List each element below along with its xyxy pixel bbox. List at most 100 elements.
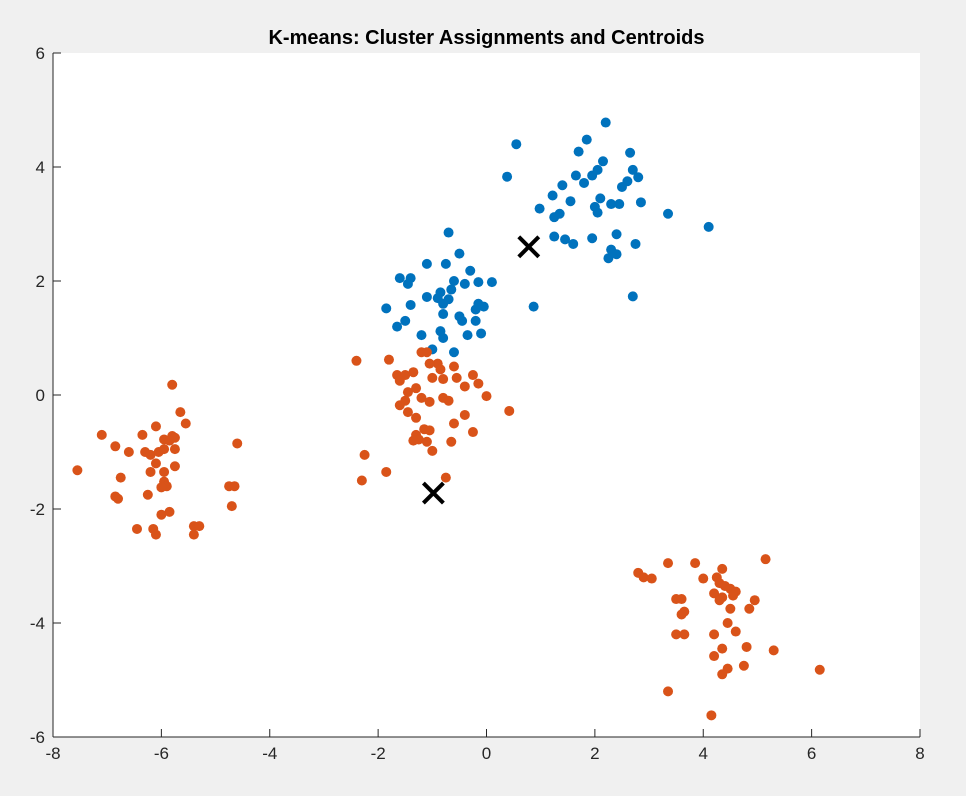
data-point bbox=[421, 436, 432, 447]
data-point bbox=[709, 629, 720, 640]
x-tick-label: 8 bbox=[915, 744, 924, 763]
y-tick-label: 4 bbox=[36, 158, 45, 177]
data-point bbox=[549, 231, 560, 242]
data-point bbox=[511, 139, 522, 150]
data-point bbox=[592, 164, 603, 175]
data-point bbox=[454, 248, 465, 259]
data-point bbox=[676, 609, 687, 620]
data-point bbox=[443, 227, 454, 238]
data-point bbox=[194, 521, 205, 532]
data-point bbox=[421, 291, 432, 302]
data-point bbox=[714, 595, 725, 606]
data-point bbox=[424, 396, 435, 407]
data-point bbox=[421, 347, 432, 358]
data-point bbox=[568, 238, 579, 249]
data-point bbox=[226, 501, 237, 512]
data-point bbox=[625, 147, 636, 158]
data-point bbox=[570, 170, 581, 181]
data-point bbox=[565, 196, 576, 207]
data-point bbox=[709, 651, 720, 662]
series-1 bbox=[381, 117, 714, 358]
data-point bbox=[448, 361, 459, 372]
data-point bbox=[744, 603, 755, 614]
data-point bbox=[440, 258, 451, 269]
data-point bbox=[760, 554, 771, 565]
data-point bbox=[150, 458, 161, 469]
data-point bbox=[351, 355, 362, 366]
data-point bbox=[606, 199, 617, 210]
data-point bbox=[676, 594, 687, 605]
data-point bbox=[115, 472, 126, 483]
data-point bbox=[635, 197, 646, 208]
data-point bbox=[131, 523, 142, 534]
data-point bbox=[381, 303, 392, 314]
data-point bbox=[169, 461, 180, 472]
data-point bbox=[188, 529, 199, 540]
data-point bbox=[416, 330, 427, 341]
data-point bbox=[402, 278, 413, 289]
data-point bbox=[703, 221, 714, 232]
y-tick-label: 2 bbox=[36, 272, 45, 291]
data-point bbox=[470, 304, 481, 315]
data-point bbox=[698, 573, 709, 584]
data-point bbox=[476, 328, 487, 339]
x-tick-label: -2 bbox=[371, 744, 386, 763]
data-point bbox=[440, 472, 451, 483]
data-point bbox=[408, 435, 419, 446]
data-point bbox=[438, 333, 449, 343]
x-axis: -8 -6 -4 -2 0 2 4 6 8 bbox=[45, 729, 925, 763]
data-point bbox=[72, 465, 83, 476]
data-point bbox=[443, 294, 454, 305]
data-point bbox=[359, 449, 370, 460]
data-point bbox=[446, 436, 457, 447]
data-point bbox=[706, 710, 717, 721]
data-point bbox=[164, 506, 175, 517]
data-point bbox=[717, 669, 728, 680]
data-point bbox=[169, 444, 180, 455]
data-point bbox=[427, 445, 438, 456]
data-point bbox=[446, 284, 457, 295]
data-point bbox=[690, 558, 701, 569]
data-point bbox=[156, 509, 167, 520]
data-point bbox=[470, 315, 481, 326]
plot-area bbox=[72, 117, 825, 721]
data-point bbox=[579, 177, 590, 188]
data-point bbox=[486, 277, 497, 288]
data-point bbox=[717, 563, 728, 574]
data-point bbox=[438, 374, 449, 385]
centroid-marker bbox=[517, 235, 541, 259]
data-point bbox=[356, 475, 367, 486]
centroid-stroke bbox=[421, 481, 445, 505]
data-point bbox=[671, 629, 682, 640]
data-point bbox=[424, 358, 435, 369]
data-point bbox=[467, 370, 478, 381]
x-tick-label: -6 bbox=[154, 744, 169, 763]
data-point bbox=[581, 134, 592, 145]
x-tick-label: -4 bbox=[262, 744, 277, 763]
data-point bbox=[749, 595, 760, 606]
data-point bbox=[232, 438, 243, 449]
data-point bbox=[638, 572, 649, 583]
data-point bbox=[473, 277, 484, 288]
data-point bbox=[717, 643, 728, 654]
data-point bbox=[709, 588, 720, 599]
data-point bbox=[616, 181, 627, 192]
data-point bbox=[467, 427, 478, 438]
x-tick-label: 0 bbox=[482, 744, 491, 763]
data-point bbox=[448, 276, 459, 286]
data-point bbox=[728, 590, 739, 601]
data-point bbox=[502, 171, 513, 182]
data-point bbox=[459, 278, 470, 289]
data-point bbox=[175, 407, 186, 418]
data-point bbox=[427, 372, 438, 383]
data-point bbox=[405, 299, 416, 310]
data-point bbox=[381, 466, 392, 477]
data-point bbox=[392, 321, 403, 332]
y-tick-label: -6 bbox=[30, 728, 45, 747]
x-tick-label: -8 bbox=[45, 744, 60, 763]
data-point bbox=[145, 449, 156, 460]
data-point bbox=[679, 629, 690, 640]
data-point bbox=[627, 164, 638, 175]
data-point bbox=[534, 203, 545, 214]
chart-title: K-means: Cluster Assignments and Centroi… bbox=[268, 27, 704, 49]
